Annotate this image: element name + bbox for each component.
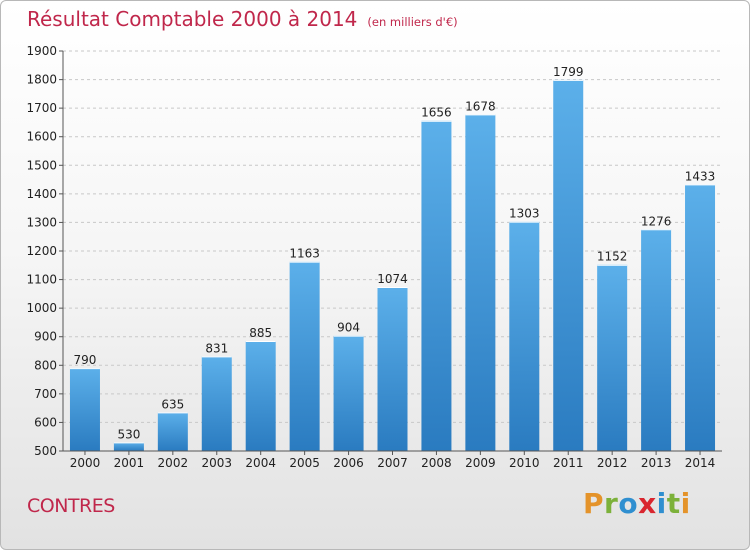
logo-letter: i	[656, 487, 667, 520]
bar	[333, 335, 364, 451]
y-tick-label: 900	[34, 330, 57, 344]
x-tick-label: 2002	[158, 456, 189, 470]
x-tick-label: 2004	[245, 456, 276, 470]
data-label: 790	[74, 353, 97, 367]
y-tick-label: 700	[34, 387, 57, 401]
chart-unit-label: (en milliers d'€)	[367, 15, 458, 29]
data-label: 1303	[509, 207, 540, 221]
data-label: 904	[337, 321, 360, 335]
logo-letter: x	[638, 487, 657, 520]
data-label: 1276	[641, 214, 672, 228]
bar	[553, 79, 584, 451]
x-tick-label: 2000	[70, 456, 101, 470]
y-tick-label: 1500	[26, 158, 57, 172]
y-tick-label: 1700	[26, 101, 57, 115]
y-tick-label: 1800	[26, 73, 57, 87]
bar	[113, 442, 144, 451]
y-tick-label: 800	[34, 358, 57, 372]
data-label: 1799	[553, 65, 584, 79]
logo-letter: P	[583, 487, 605, 520]
x-tick-label: 2011	[553, 456, 584, 470]
y-tick-label: 500	[34, 444, 57, 458]
bar	[245, 341, 276, 451]
x-tick-label: 2001	[114, 456, 145, 470]
x-tick-label: 2005	[289, 456, 320, 470]
y-tick-label: 1000	[26, 301, 57, 315]
bar	[69, 368, 100, 451]
y-tick-label: 1200	[26, 244, 57, 258]
data-label: 1152	[597, 250, 628, 264]
data-label: 831	[205, 341, 228, 355]
y-tick-label: 1400	[26, 187, 57, 201]
bar	[157, 412, 188, 451]
bar	[421, 120, 452, 451]
logo-letter: o	[618, 487, 639, 520]
proxiti-logo: Proxiti	[583, 487, 691, 520]
data-label: 635	[161, 397, 184, 411]
bar	[641, 229, 672, 451]
bar	[377, 287, 408, 451]
bar	[465, 114, 496, 451]
commune-name: CONTRES	[27, 495, 115, 517]
data-label: 1656	[421, 106, 452, 120]
bar	[509, 221, 540, 451]
data-label: 1433	[685, 169, 716, 183]
y-tick-label: 600	[34, 415, 57, 429]
x-tick-label: 2009	[465, 456, 496, 470]
y-tick-label: 1100	[26, 273, 57, 287]
x-tick-label: 2010	[509, 456, 540, 470]
bar	[289, 261, 320, 451]
logo-letter: i	[680, 487, 691, 520]
data-label: 1074	[377, 272, 408, 286]
data-label: 1678	[465, 99, 496, 113]
logo-letter: r	[604, 487, 619, 520]
bar	[597, 264, 628, 451]
y-tick-label: 1300	[26, 215, 57, 229]
chart-title-text: Résultat Comptable 2000 à 2014	[27, 7, 358, 31]
x-tick-label: 2012	[597, 456, 628, 470]
logo-letter: t	[666, 487, 681, 520]
data-label: 1163	[289, 247, 320, 261]
y-tick-label: 1900	[26, 44, 57, 58]
bar	[201, 356, 232, 451]
x-tick-label: 2007	[377, 456, 408, 470]
y-tick-label: 1600	[26, 130, 57, 144]
x-tick-label: 2013	[641, 456, 672, 470]
x-tick-label: 2008	[421, 456, 452, 470]
x-tick-label: 2014	[685, 456, 716, 470]
data-label: 885	[249, 326, 272, 340]
x-tick-label: 2006	[333, 456, 364, 470]
data-label: 530	[117, 427, 140, 441]
x-tick-label: 2003	[201, 456, 232, 470]
chart-title: Résultat Comptable 2000 à 2014 (en millie…	[27, 7, 458, 31]
bar	[685, 184, 716, 451]
